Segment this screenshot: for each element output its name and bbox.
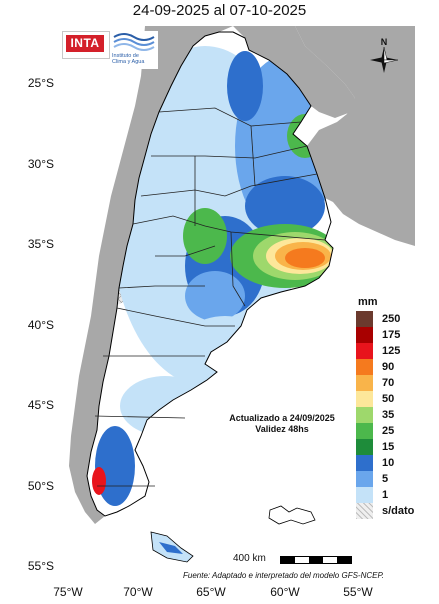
legend-label: 5 [382, 473, 389, 485]
legend-label: 25 [382, 425, 395, 437]
legend-swatch [356, 359, 373, 375]
inta-logo-text: INTA [66, 35, 104, 52]
legend-item: 5 [356, 471, 416, 487]
legend-label: 50 [382, 393, 395, 405]
tierra-del-fuego-tip [159, 542, 183, 554]
legend-item: 250 [356, 311, 416, 327]
source-note: Fuente: Adaptado e interpretado del mode… [183, 571, 385, 580]
malvinas-islands [268, 505, 316, 525]
legend-swatch [356, 503, 373, 519]
precipitation-legend: 250 175 125 90 70 50 35 25 15 10 5 1 s/dato [356, 311, 416, 519]
legend-label: 70 [382, 377, 395, 389]
legend-unit: mm [358, 296, 378, 308]
lat-label: 45°S [27, 398, 54, 412]
legend-item: 10 [356, 455, 416, 471]
inta-logo: INTA [62, 31, 110, 59]
lon-label: 60°W [270, 585, 300, 599]
legend-item: 1 [356, 487, 416, 503]
map-title: 24-09-2025 al 07-10-2025 [132, 2, 307, 19]
legend-label: 10 [382, 457, 395, 469]
legend-label: 15 [382, 441, 395, 453]
legend-swatch [356, 487, 373, 503]
legend-item: s/dato [356, 503, 416, 519]
chile-landmass [69, 26, 233, 524]
legend-swatch [356, 375, 373, 391]
legend-swatch [356, 343, 373, 359]
legend-item: 70 [356, 375, 416, 391]
legend-label: 125 [382, 345, 401, 357]
legend-swatch [356, 311, 373, 327]
legend-label: 175 [382, 329, 401, 341]
legend-swatch [356, 391, 373, 407]
lat-label: 25°S [27, 76, 54, 90]
lat-label: 55°S [27, 559, 54, 573]
legend-item: 90 [356, 359, 416, 375]
province-boundaries [94, 107, 326, 487]
legend-item: 50 [356, 391, 416, 407]
legend-item: 175 [356, 327, 416, 343]
legend-item: 125 [356, 343, 416, 359]
legend-swatch [356, 439, 373, 455]
update-date: Actualizado a 24/09/2025 [229, 413, 335, 423]
lat-label: 50°S [27, 479, 54, 493]
legend-item: 15 [356, 439, 416, 455]
lon-label: 55°W [343, 585, 373, 599]
scale-bar [280, 556, 352, 564]
map-canvas [55, 26, 415, 582]
precipitation-field [87, 32, 333, 516]
lon-label: 65°W [196, 585, 226, 599]
legend-label: 250 [382, 313, 401, 325]
compass-n-label: N [381, 37, 388, 47]
legend-item: 25 [356, 423, 416, 439]
legend-label: 35 [382, 409, 395, 421]
scale-label: 400 km [233, 553, 266, 564]
precipitation-map [55, 26, 415, 582]
argentina-outline [86, 31, 334, 517]
legend-swatch [356, 423, 373, 439]
update-note: Actualizado a 24/09/2025 Validez 48hs [222, 413, 342, 435]
bolivia-paraguay-landmass [233, 26, 355, 118]
legend-swatch [356, 407, 373, 423]
legend-label: 90 [382, 361, 395, 373]
legend-label: s/dato [382, 505, 415, 517]
ica-logo-line2: Clima y Agua [112, 59, 145, 65]
validity-note: Validez 48hs [255, 424, 309, 434]
lat-label: 30°S [27, 157, 54, 171]
legend-swatch [356, 327, 373, 343]
ica-waves-icon [113, 33, 155, 51]
lon-label: 70°W [123, 585, 153, 599]
brazil-uruguay-landmass [295, 26, 415, 246]
lat-label: 40°S [27, 318, 54, 332]
ica-logo-line1: Instituto de [112, 53, 139, 59]
legend-item: 35 [356, 407, 416, 423]
lon-label: 75°W [53, 585, 83, 599]
compass-rose-icon: N [370, 37, 399, 73]
ica-logo: Instituto de Clima y Agua [110, 31, 158, 69]
legend-label: 1 [382, 489, 389, 501]
legend-swatch [356, 471, 373, 487]
north-compass: N [366, 36, 402, 76]
legend-swatch [356, 455, 373, 471]
lat-label: 35°S [27, 237, 54, 251]
